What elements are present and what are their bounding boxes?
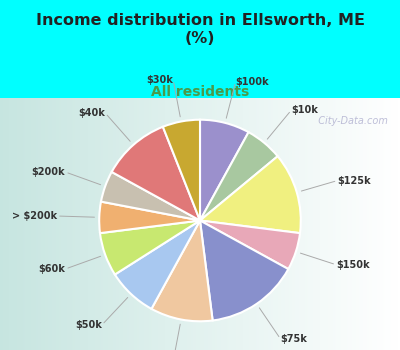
Wedge shape (200, 120, 248, 220)
Text: $100k: $100k (236, 77, 269, 87)
Wedge shape (101, 172, 200, 220)
Text: $150k: $150k (336, 260, 370, 270)
Wedge shape (163, 120, 200, 220)
Text: City-Data.com: City-Data.com (312, 116, 388, 126)
Wedge shape (112, 127, 200, 220)
Wedge shape (200, 156, 301, 233)
Text: $50k: $50k (75, 320, 102, 330)
Wedge shape (115, 220, 200, 309)
Text: $10k: $10k (291, 105, 318, 115)
Text: $40k: $40k (78, 108, 105, 118)
Wedge shape (100, 220, 200, 274)
Text: Income distribution in Ellsworth, ME
(%): Income distribution in Ellsworth, ME (%) (36, 13, 364, 46)
Wedge shape (152, 220, 213, 321)
Wedge shape (200, 220, 288, 321)
Text: $75k: $75k (280, 334, 307, 344)
Wedge shape (200, 132, 278, 220)
Wedge shape (200, 220, 300, 269)
Text: > $200k: > $200k (12, 211, 57, 221)
Text: All residents: All residents (151, 85, 249, 99)
Wedge shape (99, 202, 200, 233)
Text: $200k: $200k (32, 167, 65, 177)
Text: $60k: $60k (38, 264, 65, 274)
Text: $125k: $125k (338, 176, 371, 186)
Text: $30k: $30k (146, 75, 173, 85)
